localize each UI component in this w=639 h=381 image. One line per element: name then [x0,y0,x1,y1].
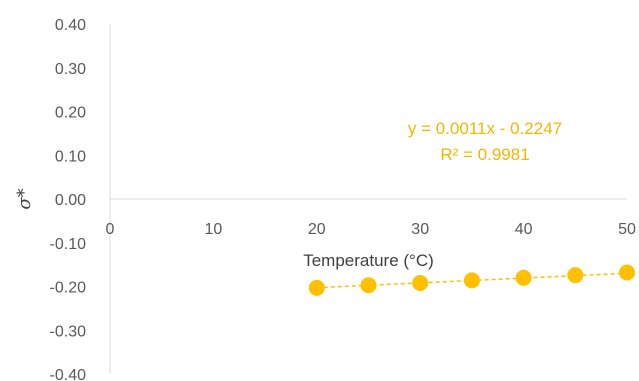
x-axis-title: Temperature (°C) [303,251,434,270]
y-tick-label: -0.20 [50,280,87,297]
y-tick-label: -0.40 [50,367,87,381]
trendline-equation: y = 0.0011x - 0.2247 [408,119,562,138]
data-point [412,275,429,291]
y-tick-label: 0.10 [55,148,86,165]
y-tick-label: 0.30 [55,61,86,78]
x-tick-labels: 0 10 20 30 40 50 [106,221,636,238]
y-tick-label: 0.00 [55,192,86,209]
x-tick-label: 40 [515,221,533,238]
y-tick-label: -0.10 [50,236,87,253]
data-point [515,269,532,286]
x-tick-label: 10 [205,221,223,238]
axes-group [109,24,627,374]
x-tick-label: 50 [618,221,636,238]
data-point [463,272,480,289]
trendline-r-squared: R² = 0.9981 [440,145,529,164]
data-point [360,277,377,294]
data-point [567,267,584,284]
data-points [308,264,635,296]
x-tick-label: 0 [106,221,115,238]
y-tick-label: -0.30 [50,323,87,340]
x-tick-label: 20 [308,221,326,238]
y-tick-labels: 0.40 0.30 0.20 0.10 0.00 -0.10 -0.20 -0.30 -0.40 [50,17,87,381]
data-point [619,264,635,281]
y-tick-label: 0.40 [55,17,86,34]
y-axis-title: σ* [14,188,35,209]
y-tick-label: 0.20 [55,105,86,122]
x-tick-label: 30 [411,221,429,238]
data-point [308,279,325,296]
